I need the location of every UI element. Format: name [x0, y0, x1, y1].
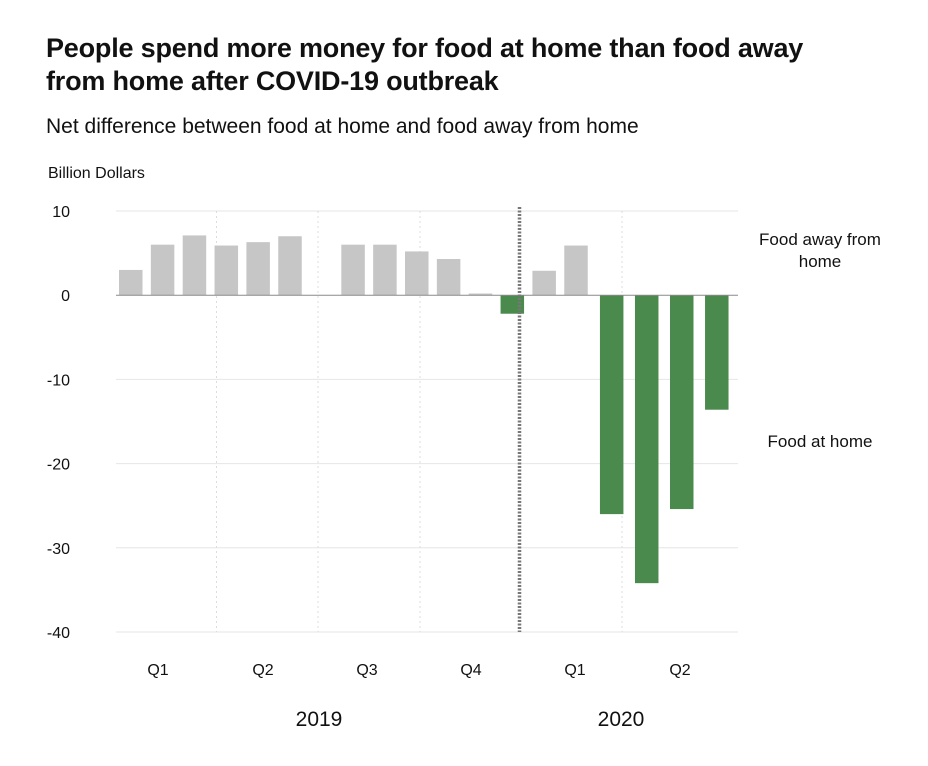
bar — [150, 244, 175, 296]
bar — [373, 244, 397, 296]
bar — [119, 269, 143, 296]
bar — [468, 293, 493, 296]
bar — [670, 295, 694, 510]
bar — [500, 295, 525, 314]
legend-food-at-home: Food at home — [767, 432, 873, 451]
y-tick-label: -30 — [47, 541, 70, 558]
year-label: 2019 — [296, 708, 343, 731]
bar — [405, 251, 429, 296]
chart-subtitle: Net difference between food at home and … — [46, 115, 639, 138]
bar — [634, 295, 659, 584]
y-tick-label: 0 — [61, 288, 70, 305]
x-tick-label: Q2 — [669, 662, 690, 679]
y-tick-label: 10 — [52, 204, 70, 221]
bar — [214, 245, 239, 296]
bar — [705, 295, 729, 410]
bar — [278, 236, 302, 296]
bar — [599, 295, 624, 515]
x-tick-label: Q4 — [460, 662, 481, 679]
bar — [564, 245, 588, 296]
bar — [341, 244, 365, 296]
x-tick-label: Q2 — [252, 662, 273, 679]
y-tick-label: -10 — [47, 372, 70, 389]
y-tick-label: -40 — [47, 625, 70, 642]
legend-food-away-from-home: Food away from home — [759, 230, 881, 271]
chart-title: People spend more money for food at home… — [46, 33, 804, 96]
bar — [436, 258, 461, 296]
year-label: 2020 — [598, 708, 645, 731]
x-tick-label: Q1 — [147, 662, 168, 679]
bar — [246, 242, 270, 296]
y-tick-label: -20 — [47, 457, 70, 474]
y-axis-label: Billion Dollars — [48, 165, 145, 182]
x-tick-label: Q1 — [564, 662, 585, 679]
bar — [532, 270, 556, 296]
x-tick-label: Q3 — [356, 662, 377, 679]
bar — [182, 235, 207, 296]
